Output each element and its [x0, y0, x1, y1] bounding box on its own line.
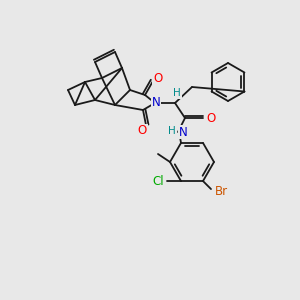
- Text: Br: Br: [214, 184, 228, 198]
- Text: N: N: [178, 125, 188, 139]
- Text: O: O: [153, 71, 163, 85]
- Text: Cl: Cl: [152, 175, 164, 188]
- Text: H: H: [173, 88, 181, 98]
- Text: O: O: [206, 112, 216, 124]
- Text: N: N: [152, 95, 160, 109]
- Text: O: O: [137, 124, 147, 137]
- Text: H: H: [168, 126, 176, 136]
